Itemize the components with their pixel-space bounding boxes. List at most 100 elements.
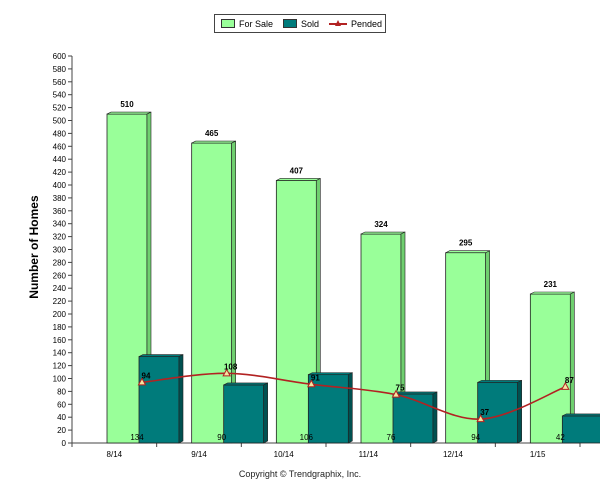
data-label-for-sale: 295 (459, 239, 473, 248)
y-tick-label: 300 (53, 246, 67, 255)
legend-swatch-sold (283, 19, 298, 28)
bar-sold-front (223, 384, 265, 444)
x-tick-label: 12/14 (443, 450, 464, 459)
x-tick-label: 10/14 (274, 450, 295, 459)
data-label-sold: 90 (217, 433, 226, 442)
legend-swatch-for-sale (221, 19, 235, 28)
legend-label-pended: Pended (351, 18, 383, 29)
bar-sold (561, 413, 600, 444)
data-label-for-sale: 231 (544, 280, 558, 289)
bar-sold-front (392, 393, 434, 444)
bar-sold-side (263, 382, 268, 444)
marker-pended (137, 377, 147, 386)
y-tick-label: 480 (53, 129, 67, 138)
bar-for-sale-top (360, 231, 406, 235)
data-label-pended: 91 (311, 373, 320, 382)
y-tick-label: 440 (53, 155, 67, 164)
bar-sold-front (561, 415, 600, 444)
bar-sold (307, 372, 353, 444)
chart-axes: 0 20 40 60 80 100 120 140 160 180 200 220 240 260 280 3… (53, 52, 581, 459)
data-label-for-sale: 407 (290, 166, 304, 175)
chart-labels: 510 465 407 324 295 231 134 90 106 76 94 42 94 108 91 7… (120, 100, 574, 442)
bar-sold (392, 391, 438, 444)
y-tick-label: 260 (53, 271, 67, 280)
data-label-pended: 108 (224, 362, 238, 371)
bar-sold (477, 379, 522, 444)
y-tick-label: 520 (53, 104, 67, 113)
y-tick-label: 360 (53, 207, 67, 216)
data-label-sold: 106 (300, 433, 314, 442)
y-tick-label: 280 (53, 258, 67, 267)
bar-for-sale-top (276, 178, 321, 181)
legend-item-for-sale: For Sale (221, 19, 273, 29)
data-label-pended: 75 (396, 384, 405, 393)
y-tick-label: 340 (53, 220, 67, 229)
bar-for-sale-top (445, 250, 490, 254)
bar-for-sale (445, 250, 490, 444)
marker-pended (476, 414, 486, 423)
data-label-for-sale: 465 (205, 129, 219, 138)
bar-sold (223, 382, 268, 444)
bar-for-sale-top (106, 111, 152, 115)
bar-for-sale-top (530, 291, 575, 295)
data-label-for-sale: 510 (120, 100, 134, 109)
y-tick-label: 540 (53, 91, 67, 100)
y-tick-label: 100 (53, 375, 67, 384)
bar-sold (138, 354, 184, 444)
data-label-for-sale: 324 (374, 220, 388, 229)
legend-item-pended: Pended (329, 19, 382, 29)
y-tick-label: 180 (53, 323, 67, 332)
y-tick-label: 140 (53, 349, 67, 358)
y-tick-label: 460 (53, 142, 67, 151)
data-label-sold: 76 (387, 433, 396, 442)
bar-sold-side (348, 372, 353, 444)
bar-sold-front (138, 356, 180, 444)
x-tick-label: 8/14 (107, 450, 123, 459)
y-tick-label: 320 (53, 233, 67, 242)
y-tick-label: 160 (53, 336, 67, 345)
legend-label-sold: Sold (301, 18, 320, 29)
y-tick-label: 580 (53, 65, 67, 74)
bar-sold-side (517, 379, 522, 444)
copyright-text: Copyright © Trendgraphix, Inc. (238, 469, 362, 479)
bar-sold-front (477, 381, 519, 444)
y-tick-label: 560 (53, 78, 67, 87)
data-label-pended: 87 (565, 376, 574, 385)
y-tick-label: 20 (57, 426, 66, 435)
y-tick-label: 420 (53, 168, 67, 177)
y-tick-label: 0 (62, 439, 67, 448)
marker-pended (306, 379, 316, 388)
data-label-pended: 94 (142, 371, 151, 380)
line-pended (141, 372, 566, 420)
bar-sold-top (477, 380, 522, 383)
bar-sold-side (178, 354, 184, 444)
legend-label-for-sale: For Sale (239, 18, 274, 29)
y-tick-label: 60 (57, 400, 66, 409)
x-tick-label: 1/15 (530, 450, 546, 459)
y-tick-label: 240 (53, 284, 67, 293)
marker-pended (391, 389, 401, 398)
chart-legend: For Sale Sold Pended (214, 14, 386, 33)
y-tick-label: 40 (57, 413, 66, 422)
x-tick-label: 9/14 (191, 450, 207, 459)
data-label-sold: 94 (471, 433, 480, 442)
chart-line (137, 368, 570, 423)
bar-sold-top (562, 413, 600, 417)
y-tick-label: 600 (53, 52, 67, 61)
bar-sold-side (432, 391, 438, 444)
legend-swatch-pended (329, 19, 348, 28)
y-tick-label: 120 (53, 362, 67, 371)
legend-item-sold: Sold (283, 19, 319, 29)
y-tick-label: 80 (57, 387, 66, 396)
y-tick-label: 400 (53, 181, 67, 190)
data-label-sold: 134 (130, 433, 144, 442)
y-tick-label: 220 (53, 297, 67, 306)
data-label-sold: 42 (556, 433, 565, 442)
marker-pended (560, 381, 570, 390)
y-axis-label: Number of Homes (27, 195, 41, 299)
data-label-pended: 37 (480, 408, 489, 417)
bar-sold-top (138, 354, 184, 357)
y-tick-label: 500 (53, 117, 67, 126)
chart-bars (106, 111, 600, 444)
